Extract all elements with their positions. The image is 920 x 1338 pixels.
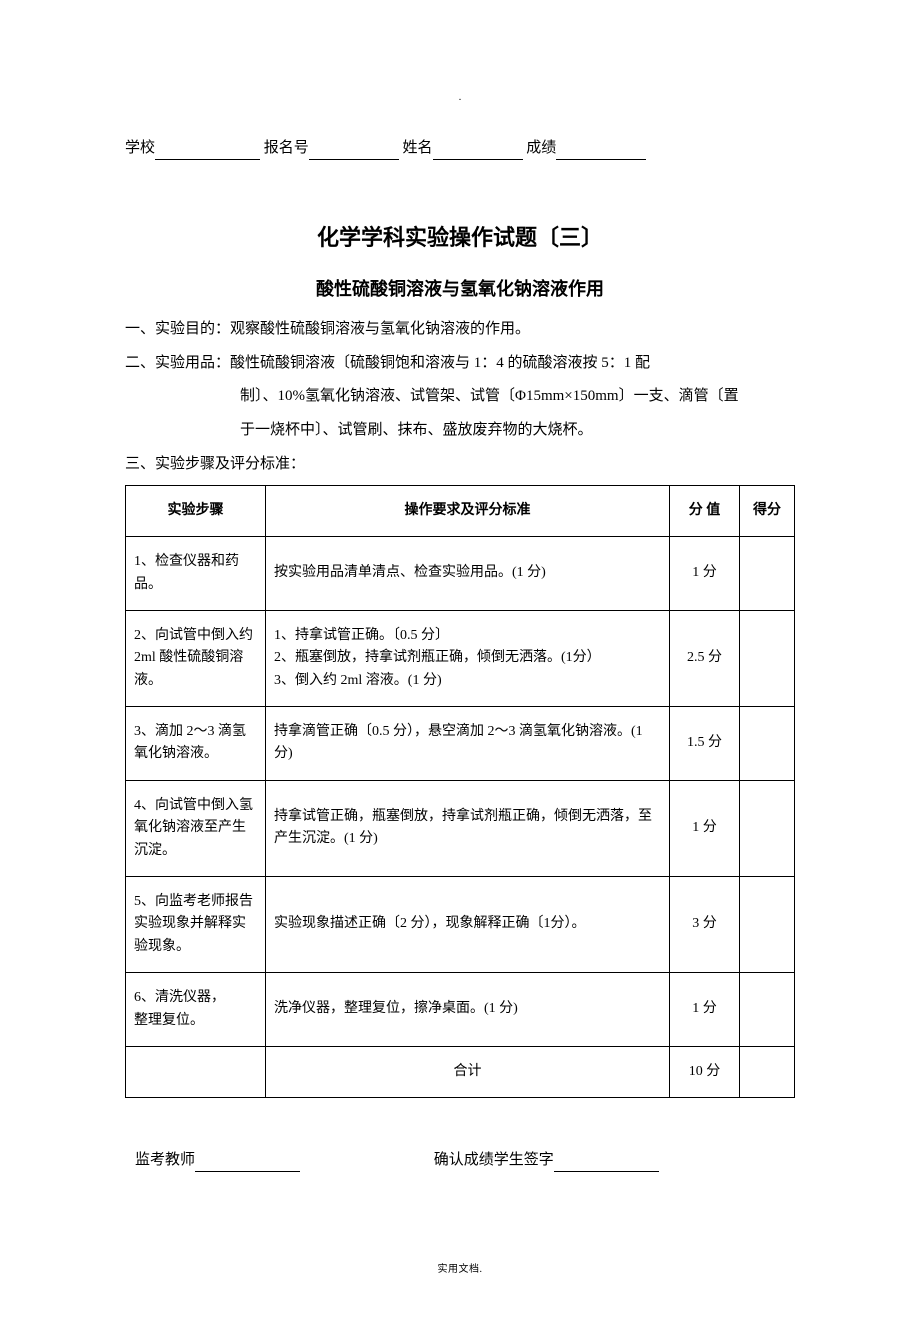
reg-blank: [309, 144, 399, 161]
materials-line2: 制〕、10%氢氧化钠溶液、试管架、试管〔Φ15mm×150mm〕一支、滴管〔置: [125, 383, 795, 411]
invigilator-label: 监考教师: [135, 1152, 195, 1168]
cell-total-score: 10 分: [670, 1046, 740, 1097]
table-row: 3、滴加 2～3 滴氢氧化钠溶液。 持拿滴管正确〔0.5 分），悬空滴加 2～3…: [126, 707, 795, 781]
cell-got: [740, 973, 795, 1047]
cell-score: 3 分: [670, 877, 740, 973]
confirm-label: 确认成绩学生签字: [434, 1152, 554, 1168]
title-main: 化学学科实验操作试题〔三〕: [125, 220, 795, 255]
school-label: 学校: [125, 140, 155, 156]
cell-req: 按实验用品清单清点、检查实验用品。(1 分): [266, 537, 670, 611]
school-blank: [155, 144, 260, 161]
th-step: 实验步骤: [126, 485, 266, 536]
th-got: 得分: [740, 485, 795, 536]
grade-blank: [556, 144, 646, 161]
table-row: 4、向试管中倒入氢氧化钠溶液至产生沉淀。 持拿试管正确，瓶塞倒放，持拿试剂瓶正确…: [126, 780, 795, 876]
materials-label: 二、实验用品：: [125, 355, 230, 371]
purpose-text: 观察酸性硫酸铜溶液与氢氧化钠溶液的作用。: [230, 321, 530, 337]
table-row: 2、向试管中倒入约2ml 酸性硫酸铜溶液。 1、持拿试管正确。〔0.5 分〕 2…: [126, 610, 795, 706]
name-label: 姓名: [403, 140, 433, 156]
cell-got: [740, 877, 795, 973]
cell-total-label: 合计: [266, 1046, 670, 1097]
cell-score: 2.5 分: [670, 610, 740, 706]
cell-step: 5、向监考老师报告实验现象并解释实验现象。: [126, 877, 266, 973]
cell-req: 持拿试管正确，瓶塞倒放，持拿试剂瓶正确，倾倒无洒落，至产生沉淀。(1 分): [266, 780, 670, 876]
grading-table: 实验步骤 操作要求及评分标准 分 值 得分 1、检查仪器和药品。 按实验用品清单…: [125, 485, 795, 1099]
cell-step-empty: [126, 1046, 266, 1097]
table-row: 5、向监考老师报告实验现象并解释实验现象。 实验现象描述正确〔2 分），现象解释…: [126, 877, 795, 973]
cell-got: [740, 1046, 795, 1097]
cell-score: 1 分: [670, 973, 740, 1047]
header-fields: 学校 报名号 姓名 成绩: [125, 136, 795, 160]
cell-req: 实验现象描述正确〔2 分），现象解释正确〔1分）。: [266, 877, 670, 973]
cell-score: 1.5 分: [670, 707, 740, 781]
cell-req: 持拿滴管正确〔0.5 分），悬空滴加 2～3 滴氢氧化钠溶液。(1 分): [266, 707, 670, 781]
invigilator-blank: [195, 1156, 300, 1173]
cell-score: 1 分: [670, 780, 740, 876]
footer-signatures: 监考教师 确认成绩学生签字: [125, 1148, 795, 1172]
cell-got: [740, 537, 795, 611]
cell-step: 2、向试管中倒入约2ml 酸性硫酸铜溶液。: [126, 610, 266, 706]
page-footer: 实用文档.: [125, 1262, 795, 1278]
th-req: 操作要求及评分标准: [266, 485, 670, 536]
name-blank: [433, 144, 523, 161]
title-sub: 酸性硫酸铜溶液与氢氧化钠溶液作用: [125, 275, 795, 304]
cell-req: 1、持拿试管正确。〔0.5 分〕 2、瓶塞倒放，持拿试剂瓶正确，倾倒无洒落。(1…: [266, 610, 670, 706]
table-row: 6、清洗仪器， 整理复位。 洗净仪器，整理复位，擦净桌面。(1 分) 1 分: [126, 973, 795, 1047]
cell-step: 4、向试管中倒入氢氧化钠溶液至产生沉淀。: [126, 780, 266, 876]
cell-got: [740, 707, 795, 781]
materials-line1: 酸性硫酸铜溶液〔硫酸铜饱和溶液与 1：4 的硫酸溶液按 5：1 配: [230, 355, 650, 371]
table-header-row: 实验步骤 操作要求及评分标准 分 值 得分: [126, 485, 795, 536]
materials-section: 二、实验用品：酸性硫酸铜溶液〔硫酸铜饱和溶液与 1：4 的硫酸溶液按 5：1 配: [125, 350, 795, 378]
cell-req: 洗净仪器，整理复位，擦净桌面。(1 分): [266, 973, 670, 1047]
cell-score: 1 分: [670, 537, 740, 611]
table-row: 1、检查仪器和药品。 按实验用品清单清点、检查实验用品。(1 分) 1 分: [126, 537, 795, 611]
reg-label: 报名号: [264, 140, 309, 156]
purpose-section: 一、实验目的：观察酸性硫酸铜溶液与氢氧化钠溶液的作用。: [125, 316, 795, 344]
materials-line3: 于一烧杯中〕、试管刷、抹布、盛放废弃物的大烧杯。: [125, 417, 795, 445]
cell-step: 3、滴加 2～3 滴氢氧化钠溶液。: [126, 707, 266, 781]
confirm-blank: [554, 1156, 659, 1173]
th-score: 分 值: [670, 485, 740, 536]
grade-label: 成绩: [526, 140, 556, 156]
cell-step: 1、检查仪器和药品。: [126, 537, 266, 611]
cell-got: [740, 610, 795, 706]
cell-got: [740, 780, 795, 876]
top-marker: .: [125, 90, 795, 106]
table-total-row: 合计 10 分: [126, 1046, 795, 1097]
cell-step: 6、清洗仪器， 整理复位。: [126, 973, 266, 1047]
purpose-label: 一、实验目的：: [125, 321, 230, 337]
steps-label: 三、实验步骤及评分标准：: [125, 451, 795, 479]
